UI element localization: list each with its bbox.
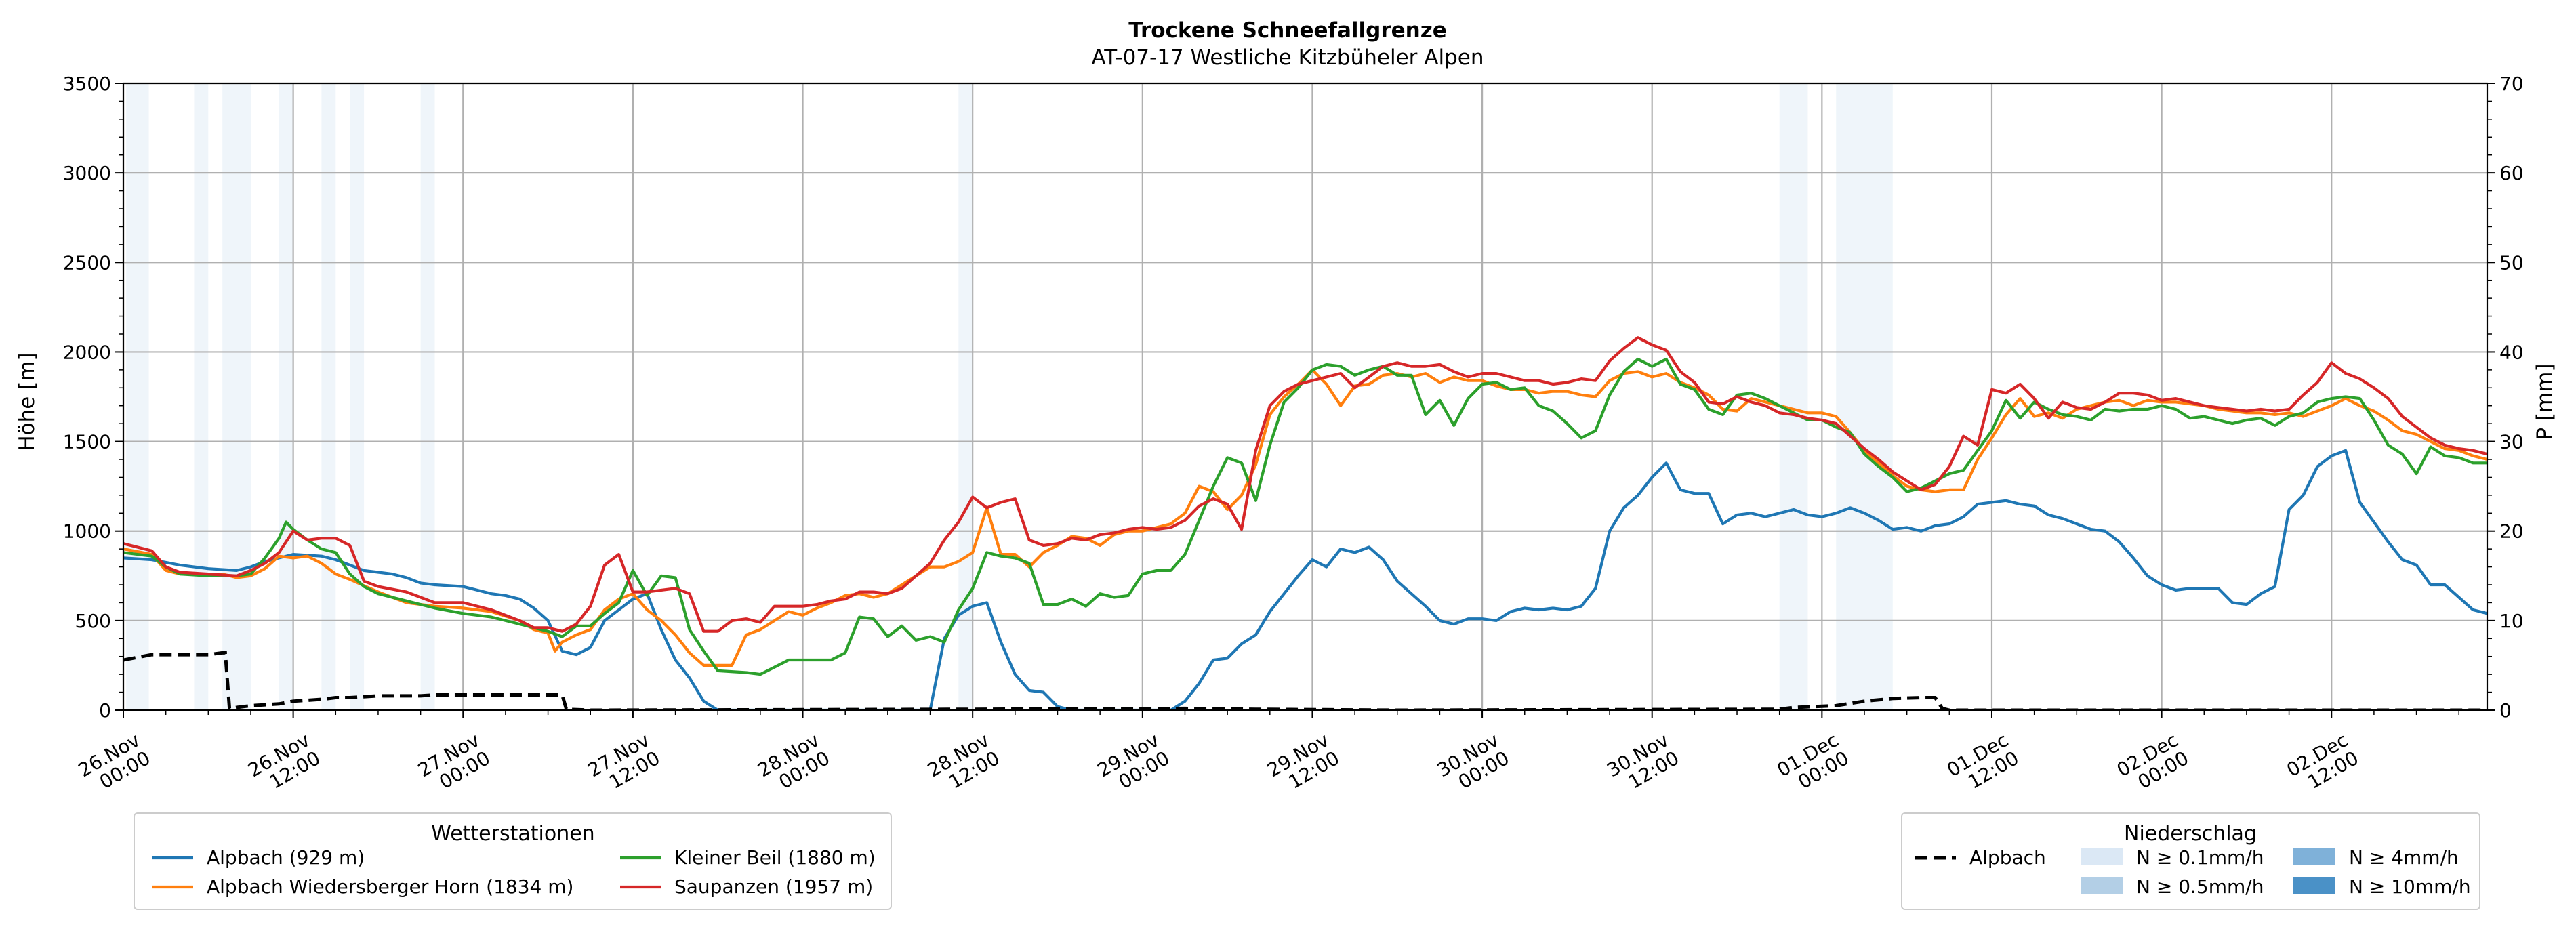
- y-axis-label: Höhe [m]: [15, 352, 39, 451]
- x-tick-label: 28.Nov00:00: [754, 728, 834, 800]
- y2-axis-label: P [mm]: [2533, 363, 2557, 440]
- y-tick-label: 1500: [63, 431, 111, 453]
- precip-band: [350, 83, 365, 710]
- y2-tick-label: 40: [2499, 341, 2524, 363]
- y2-tick-label: 50: [2499, 251, 2524, 274]
- y2-tick-label: 20: [2499, 520, 2524, 543]
- x-tick-label: 30.Nov00:00: [1433, 728, 1513, 800]
- legend-precip-class-label: N ≥ 10mm/h: [2349, 875, 2471, 898]
- legend-precip-class-label: N ≥ 0.1mm/h: [2136, 846, 2264, 869]
- precip-band: [1836, 83, 1893, 710]
- y2-tick-label: 70: [2499, 73, 2524, 95]
- precip-band: [279, 83, 293, 710]
- x-tick-label: 27.Nov12:00: [584, 728, 664, 800]
- y2-tick-label: 30: [2499, 431, 2524, 453]
- x-tick-label: 28.Nov12:00: [924, 728, 1004, 800]
- x-tick-label: 29.Nov00:00: [1094, 728, 1174, 800]
- precip-band: [321, 83, 336, 710]
- x-tick-label: 02.Dec00:00: [2113, 728, 2192, 800]
- y-tick-label: 0: [99, 699, 111, 722]
- series-line-2: [123, 357, 2487, 676]
- y2-tick-label: 0: [2499, 699, 2512, 722]
- legend-stations-title: Wetterstationen: [431, 822, 594, 846]
- precip-line-alpbach: [123, 651, 2487, 710]
- x-tick-label: 01.Dec12:00: [1943, 728, 2022, 800]
- legend-precip-class-swatch: [2293, 877, 2335, 894]
- legend-precip-line-label: Alpbach: [1969, 846, 2046, 869]
- legend-precip-class-swatch: [2081, 877, 2123, 894]
- legend-precipitation: Niederschlag Alpbach N ≥ 0.1mm/h N ≥ 0.5mm…: [1901, 812, 2480, 910]
- precip-band: [126, 83, 149, 710]
- legend-stations: Wetterstationen Alpbach (929 m) Alpbach W…: [134, 812, 892, 910]
- x-tick-label: 01.Dec00:00: [1773, 728, 1852, 800]
- y-tick-label: 3500: [63, 73, 111, 95]
- legend-label: Kleiner Beil (1880 m): [674, 846, 876, 869]
- x-tick-label: 29.Nov12:00: [1263, 728, 1343, 800]
- precip-band: [420, 83, 435, 710]
- y-tick-label: 2000: [63, 341, 111, 363]
- x-tick-label: 27.Nov00:00: [414, 728, 494, 800]
- legend-label: Alpbach (929 m): [207, 846, 365, 869]
- precip-band: [194, 83, 209, 710]
- axes-frame: [122, 82, 2489, 711]
- y-tick-label: 3000: [63, 162, 111, 184]
- series-line-0: [123, 449, 2487, 710]
- precip-band: [958, 83, 973, 710]
- legend-precip-class-swatch: [2081, 848, 2123, 865]
- legend-precip-title: Niederschlag: [2124, 822, 2257, 846]
- legend-precip-class-swatch: [2293, 848, 2335, 865]
- x-tick-label: 26.Nov12:00: [244, 728, 324, 800]
- plot-area: 0 500 1000 1500 2000 2500 3000 3500 0 10 20 30 40 50 6…: [63, 73, 2524, 800]
- legend-precip-class-label: N ≥ 4mm/h: [2349, 846, 2459, 869]
- legend-label: Alpbach Wiedersberger Horn (1834 m): [207, 875, 573, 898]
- precip-band: [222, 83, 251, 710]
- x-tick-label: 30.Nov12:00: [1603, 728, 1683, 800]
- y2-tick-label: 10: [2499, 610, 2524, 632]
- y-tick-label: 1000: [63, 520, 111, 543]
- chart-title: Trockene Schneefallgrenze: [1128, 18, 1447, 43]
- chart-subtitle: AT-07-17 Westliche Kitzbüheler Alpen: [1092, 45, 1484, 70]
- precip-band: [1779, 83, 1808, 710]
- y-tick-label: 2500: [63, 251, 111, 274]
- x-tick-label: 02.Dec12:00: [2283, 728, 2362, 800]
- y-tick-label: 500: [75, 610, 111, 632]
- x-tick-label: 26.Nov00:00: [75, 728, 155, 800]
- series-line-3: [123, 336, 2487, 633]
- legend-precip-class-label: N ≥ 0.5mm/h: [2136, 875, 2264, 898]
- legend-label: Saupanzen (1957 m): [674, 875, 873, 898]
- y2-tick-label: 60: [2499, 162, 2524, 184]
